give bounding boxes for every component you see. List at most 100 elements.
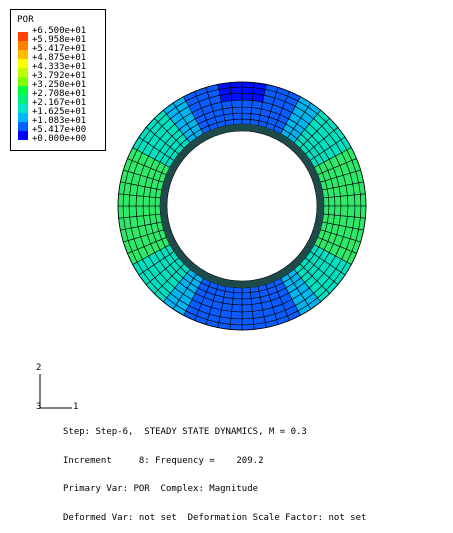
mesh-element: [230, 318, 243, 326]
mesh-element: [241, 112, 252, 120]
legend-value-label: +6.500e+01: [32, 26, 87, 36]
legend-swatch: [18, 77, 28, 86]
mesh-element: [328, 196, 336, 207]
info-increment-line: Increment 8: Frequency = 209.2: [63, 455, 264, 466]
legend-swatch: [18, 113, 28, 122]
mesh-element: [231, 99, 243, 108]
mesh-element: [347, 205, 356, 218]
mesh-element: [354, 194, 362, 207]
mesh-element: [241, 318, 254, 326]
legend-color-bar: [18, 32, 28, 140]
mesh-element: [241, 118, 251, 125]
model-viewport[interactable]: [0, 0, 453, 465]
mesh-element: [233, 118, 243, 125]
mesh-element: [230, 86, 243, 94]
legend-value-label: +5.958e+01: [32, 35, 87, 45]
mesh-element: [323, 197, 330, 207]
mesh-element: [360, 205, 367, 219]
info-primary-var-line: Primary Var: POR Complex: Magnitude: [63, 484, 259, 494]
mesh-element: [328, 205, 336, 216]
ring-outer-edge: [117, 81, 367, 331]
mesh-element: [231, 298, 243, 306]
mesh-element: [229, 324, 243, 331]
step-info-block: Step: Step-6, STEADY STATE DYNAMICS, M =…: [63, 409, 366, 533]
mesh-element: [229, 81, 243, 88]
legend-value-label: +2.167e+01: [32, 98, 87, 108]
legend-swatch: [18, 86, 28, 95]
mesh-element: [241, 81, 255, 88]
legend-value-label: +3.792e+01: [32, 71, 87, 81]
legend-labels: +6.500e+01 +5.958e+01 +5.417e+01 +4.875e+01…: [32, 27, 86, 144]
legend-value-label: +4.875e+01: [32, 53, 87, 63]
mesh-element: [122, 205, 130, 218]
mesh-element: [241, 86, 254, 94]
legend-value-label: +0.000e+00: [32, 134, 87, 144]
mesh-elements: [117, 81, 367, 331]
mesh-element: [148, 196, 156, 207]
mesh-element: [241, 324, 255, 331]
mesh-element: [230, 92, 243, 101]
legend-value-label: +1.625e+01: [32, 107, 87, 117]
mesh-element: [128, 194, 137, 207]
mesh-element: [241, 92, 254, 101]
mesh-element: [241, 287, 251, 294]
mesh-element: [142, 205, 150, 217]
ring-contour-plot: [117, 81, 367, 331]
legend-swatch: [18, 32, 28, 41]
legend-value-label: +4.333e+01: [32, 62, 87, 72]
coordinate-triad: 2 3 1: [30, 360, 90, 420]
legend-swatch: [18, 59, 28, 68]
triad-label-y: 2: [36, 363, 42, 373]
legend-swatch: [18, 95, 28, 104]
mesh-element: [231, 304, 243, 313]
mesh-element: [340, 205, 349, 217]
mesh-element: [122, 194, 130, 207]
ring-hole: [166, 130, 318, 282]
mesh-element: [231, 106, 243, 114]
mesh-element: [135, 205, 144, 217]
triad-label-z: 3: [36, 402, 42, 412]
legend-swatch: [18, 50, 28, 59]
info-step-line: Step: Step-6, STEADY STATE DYNAMICS, M =…: [63, 427, 307, 437]
mesh-element: [354, 205, 362, 218]
mesh-element: [128, 205, 137, 218]
mesh-element: [117, 205, 124, 219]
legend-title: POR: [17, 15, 34, 25]
legend-swatch: [18, 131, 28, 140]
legend-value-label: +1.083e+01: [32, 116, 87, 126]
mesh-element: [230, 311, 243, 320]
mesh-element: [233, 287, 243, 294]
mesh-element: [334, 205, 342, 217]
legend-swatch: [18, 122, 28, 131]
mesh-element: [232, 112, 243, 120]
inner-liner-ring: [160, 124, 324, 288]
mesh-element: [241, 304, 253, 313]
mesh-element: [154, 205, 161, 215]
mesh-element: [154, 197, 161, 207]
legend-value-label: +5.417e+01: [32, 44, 87, 54]
legend-swatch: [18, 41, 28, 50]
mesh-element: [241, 292, 252, 300]
mesh-element: [241, 99, 253, 108]
mesh-element: [241, 311, 254, 320]
mesh-element: [347, 194, 356, 207]
legend-value-label: +2.708e+01: [32, 89, 87, 99]
mesh-element: [241, 298, 253, 306]
legend-value-label: +3.250e+01: [32, 80, 87, 90]
mesh-element: [340, 195, 349, 207]
mesh-element: [323, 205, 330, 215]
mesh-element: [148, 205, 156, 216]
legend-swatch: [18, 104, 28, 113]
mesh-element: [334, 195, 342, 207]
mesh-element: [241, 106, 253, 114]
legend-swatch: [18, 68, 28, 77]
mesh-element: [232, 292, 243, 300]
contour-legend: POR +6.500e+01 +5.958e+01 +5.417e+01 +4.875…: [10, 9, 106, 151]
mesh-element: [360, 193, 367, 207]
legend-value-label: +5.417e+00: [32, 125, 87, 135]
triad-label-x: 1: [73, 402, 79, 412]
mesh-element: [135, 195, 144, 207]
mesh-element: [142, 195, 150, 207]
info-deformed-var-line: Deformed Var: not set Deformation Scale …: [63, 512, 367, 523]
mesh-element: [117, 193, 124, 207]
